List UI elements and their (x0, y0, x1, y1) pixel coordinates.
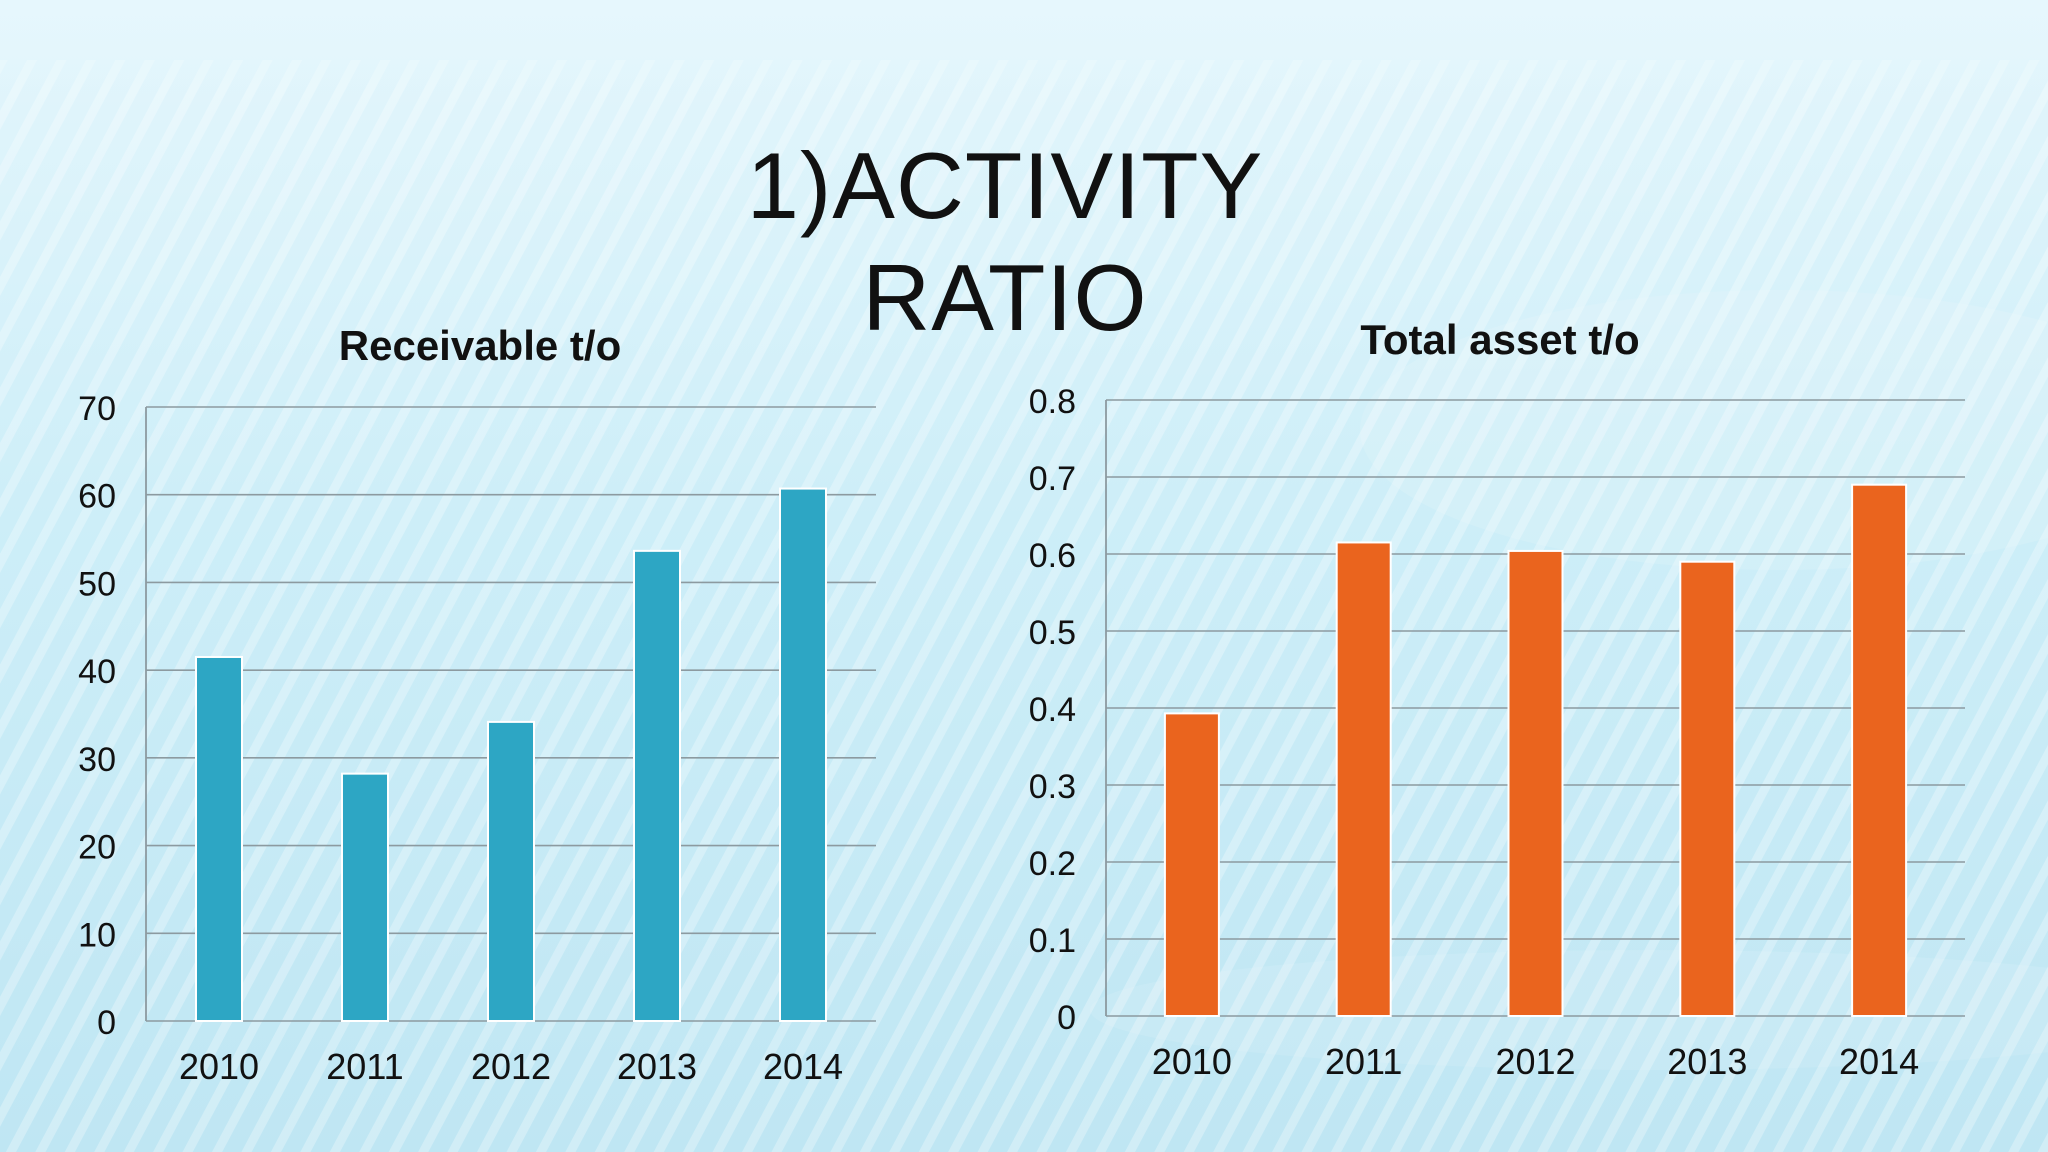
total-asset-bar-2010 (1163, 712, 1220, 1017)
total-asset-bar-2011 (1335, 541, 1392, 1017)
total-asset-y-tick-label: 0.7 (1029, 460, 1076, 498)
total-asset-y-tick-label: 0.8 (1029, 383, 1076, 421)
total-asset-bar-2013 (1679, 560, 1736, 1017)
receivable-y-tick-label: 60 (78, 478, 116, 516)
receivable-y-tick-label: 10 (78, 916, 116, 954)
slide-title-line1: 1)ACTIVITY (746, 133, 1264, 238)
slide-title: 1)ACTIVITY RATIO (620, 130, 1390, 354)
receivable-bar-2012 (487, 720, 535, 1022)
receivable-x-tick-label: 2012 (471, 1046, 551, 1087)
receivable-x-tick-label: 2011 (326, 1046, 403, 1087)
total-asset-y-tick-label: 0.2 (1029, 845, 1076, 883)
total-asset-chart: 0 0.1 0.2 0.3 0.4 0.5 0.6 0.7 0.8 2010 2011 2012 201… (1029, 383, 1965, 1082)
receivable-y-tick-label: 20 (78, 829, 116, 867)
receivable-bar-2010 (195, 655, 243, 1022)
total-asset-x-tick-label: 2010 (1152, 1041, 1232, 1082)
receivable-bar-2014 (779, 487, 827, 1022)
total-asset-y-tick-label: 0.1 (1029, 922, 1076, 960)
total-asset-bar-2012 (1507, 549, 1564, 1017)
total-asset-bar-2014 (1851, 483, 1908, 1017)
total-asset-x-tick-label: 2013 (1667, 1041, 1747, 1082)
chart-title-total-asset: Total asset t/o (1360, 316, 1640, 363)
total-asset-x-tick-label: 2012 (1495, 1041, 1575, 1082)
total-asset-y-tick-label: 0.5 (1029, 614, 1076, 652)
receivable-x-tick-label: 2010 (179, 1046, 259, 1087)
receivable-bar-2013 (633, 549, 681, 1022)
slide-title-line2: RATIO (862, 245, 1148, 350)
receivable-y-tick-label: 70 (78, 390, 116, 428)
total-asset-x-tick-label: 2011 (1325, 1041, 1402, 1082)
receivable-x-tick-label: 2014 (763, 1046, 843, 1087)
total-asset-y-tick-label: 0 (1057, 999, 1076, 1037)
total-asset-y-tick-label: 0.6 (1029, 537, 1076, 575)
receivable-y-tick-label: 50 (78, 565, 116, 603)
total-asset-y-tick-label: 0.4 (1029, 691, 1076, 729)
receivable-y-tick-label: 40 (78, 653, 116, 691)
receivable-y-tick-label: 0 (97, 1004, 116, 1042)
receivable-chart: 0 10 20 30 40 50 60 70 2010 2011 2012 2013 2014 (78, 390, 876, 1087)
receivable-x-tick-label: 2013 (617, 1046, 697, 1087)
receivable-y-tick-label: 30 (78, 741, 116, 779)
total-asset-x-tick-label: 2014 (1839, 1041, 1919, 1082)
total-asset-y-tick-label: 0.3 (1029, 768, 1076, 806)
receivable-bar-2011 (341, 772, 389, 1022)
chart-title-receivable: Receivable t/o (338, 322, 622, 369)
